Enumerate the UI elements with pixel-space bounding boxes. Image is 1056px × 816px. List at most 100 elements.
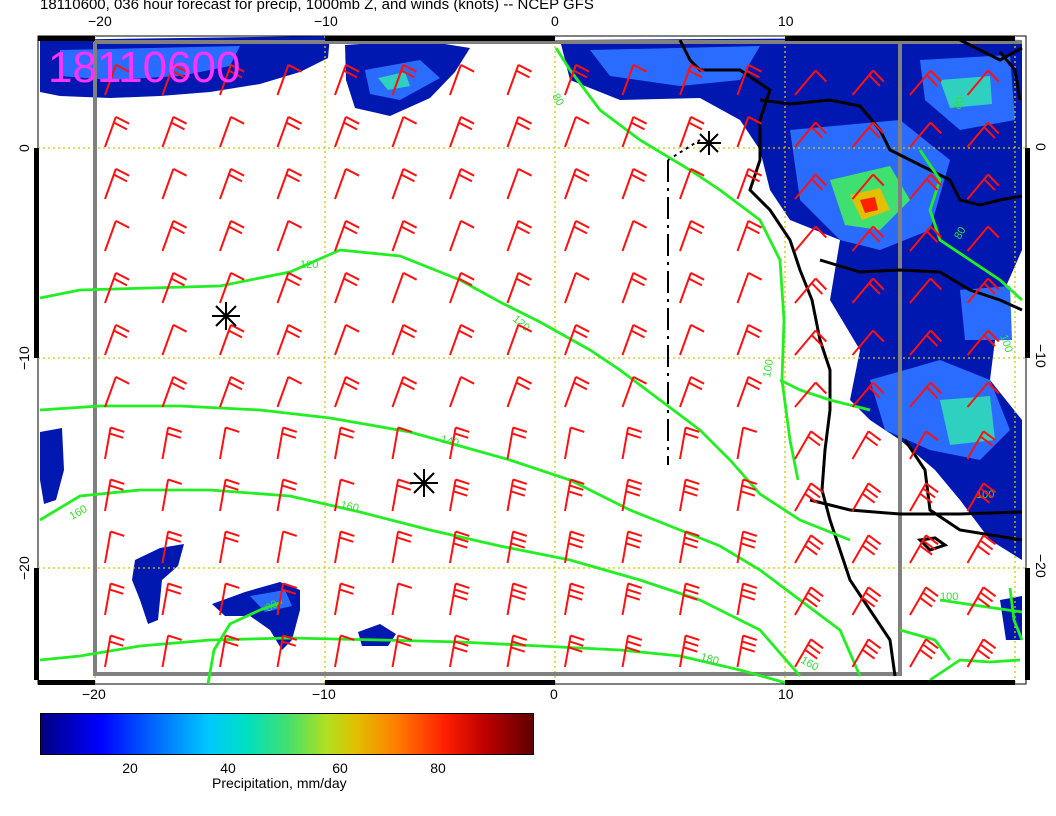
contour-label: 80 — [264, 598, 281, 615]
wind-barb — [104, 530, 125, 564]
lon-tick-label: −20 — [88, 13, 112, 29]
wind-barb — [276, 64, 303, 96]
wind-barb — [161, 64, 188, 96]
wind-barb — [276, 116, 303, 148]
wind-barb — [736, 272, 763, 304]
wind-barb — [621, 64, 648, 96]
wind-barb — [104, 376, 130, 408]
wind-barb — [506, 426, 528, 460]
wind-barb — [391, 220, 418, 252]
wind-barb — [104, 272, 130, 304]
lon-tick-label: 0 — [550, 686, 558, 700]
wind-barb — [851, 586, 882, 616]
wind-barb — [909, 381, 943, 408]
wind-barb — [449, 530, 470, 564]
wind-barb — [909, 430, 939, 460]
wind-barb — [391, 582, 413, 616]
wind-barb — [334, 582, 355, 616]
wind-barb — [621, 324, 648, 356]
wind-barb — [851, 534, 882, 564]
wind-barb — [104, 634, 125, 668]
wind-barb — [219, 64, 245, 96]
star-marker — [697, 131, 721, 155]
wind-barb — [449, 220, 475, 252]
wind-barb — [679, 530, 700, 564]
left-lat-labels: 0 −10 −20 — [16, 144, 32, 580]
contour-label: 100 — [761, 358, 776, 378]
wind-barb — [909, 482, 939, 512]
wind-barb — [334, 220, 360, 252]
wind-barb — [851, 381, 885, 408]
wind-barb — [334, 324, 360, 356]
wind-barb — [966, 586, 997, 616]
wind-barb — [449, 376, 475, 408]
wind-barb — [679, 272, 705, 304]
map-title: 18110600, 036 hour forecast for precip, … — [40, 0, 594, 13]
domain-outline — [93, 40, 1022, 676]
wind-barb — [276, 168, 303, 200]
wind-barb — [276, 530, 298, 564]
wind-barb — [506, 582, 528, 616]
wind-barb — [104, 220, 130, 252]
wind-barb — [909, 638, 939, 668]
wind-barb — [564, 116, 590, 148]
lon-tick-label: 0 — [551, 13, 559, 29]
contour-label: 80 — [952, 95, 967, 111]
colorbar-label: Precipitation, mm/day — [212, 775, 347, 791]
wind-barb — [219, 478, 240, 512]
wind-barb — [219, 530, 240, 564]
wind-barb — [564, 220, 590, 252]
wind-barb — [276, 324, 303, 356]
wind-barb — [334, 478, 355, 512]
wind-barb — [449, 582, 470, 616]
precip-area — [940, 76, 992, 108]
wind-barb — [736, 220, 763, 252]
wind-barb — [679, 324, 705, 356]
wind-barb — [391, 324, 418, 356]
wind-barb — [794, 430, 824, 460]
wind-barb — [276, 582, 298, 616]
wind-barb — [966, 482, 997, 512]
wind-barb — [219, 426, 240, 460]
wind-barb — [564, 634, 585, 668]
wind-barb — [506, 324, 533, 356]
lat-tick-label: −20 — [1033, 554, 1049, 578]
wind-barb — [506, 272, 533, 304]
wind-barb — [621, 168, 648, 200]
wind-barb — [391, 478, 413, 512]
wind-barb — [679, 64, 705, 96]
wind-barb — [449, 116, 475, 148]
wind-barb — [161, 324, 188, 356]
precip-area — [940, 396, 995, 445]
wind-barb — [851, 482, 882, 512]
wind-barb — [909, 277, 943, 304]
coastline — [678, 38, 1023, 677]
wind-barb — [909, 69, 943, 96]
wind-barb — [966, 329, 1000, 356]
wind-barb — [161, 478, 183, 512]
wind-barb — [334, 376, 360, 408]
wind-barb — [276, 478, 298, 512]
top-lon-labels: −20 −10 0 10 — [88, 13, 794, 29]
wind-barb — [391, 634, 413, 668]
wind-barb — [794, 638, 824, 668]
wind-barb — [276, 272, 303, 304]
precip-area — [378, 72, 410, 90]
wind-barb — [104, 478, 125, 512]
star-marker — [410, 469, 438, 497]
wind-barb — [736, 376, 763, 408]
wind-barb — [851, 430, 882, 460]
wind-barb — [851, 277, 885, 304]
wind-barb — [736, 478, 758, 512]
wind-barb — [391, 530, 413, 564]
wind-barb — [506, 220, 533, 252]
wind-barb — [334, 64, 360, 96]
wind-barb — [794, 121, 828, 148]
colorbar-tick-label: 20 — [122, 760, 138, 776]
wind-barb — [736, 634, 758, 668]
wind-barb — [219, 220, 245, 252]
wind-barb — [736, 582, 758, 616]
wind-barb — [449, 478, 470, 512]
wind-barb — [334, 634, 355, 668]
wind-barb — [679, 582, 700, 616]
